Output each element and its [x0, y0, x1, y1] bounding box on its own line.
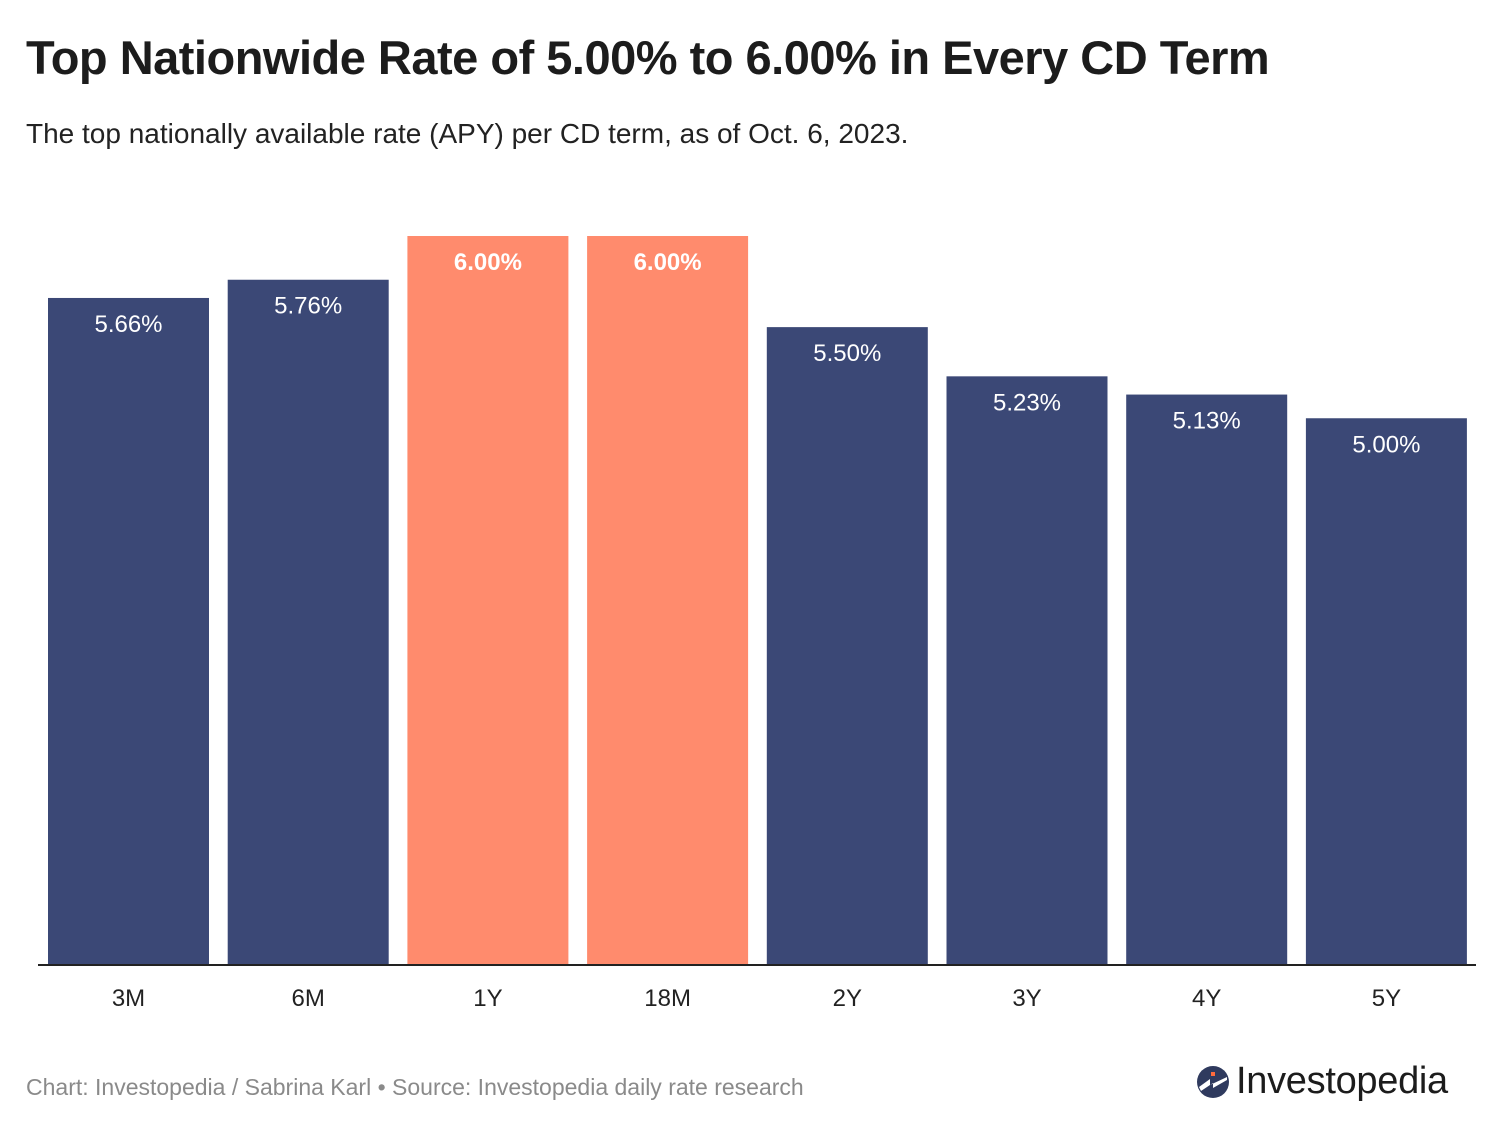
x-tick-label: 3Y — [1012, 985, 1041, 1012]
bar-6M — [227, 279, 389, 965]
logo-text: Investopedia — [1236, 1060, 1448, 1102]
investopedia-logo-icon — [1197, 1065, 1229, 1098]
chart-credit: Chart: Investopedia / Sabrina Karl • Sou… — [26, 1074, 804, 1100]
x-tick-label: 3M — [112, 985, 145, 1012]
bar-value-label: 6.00% — [454, 249, 522, 276]
bar-3Y — [946, 376, 1108, 965]
investopedia-logo: Investopedia — [1196, 1060, 1448, 1103]
bar-18M — [587, 236, 749, 965]
bar-3M — [48, 297, 209, 966]
bar-1Y — [407, 236, 569, 965]
x-tick-label: 5Y — [1372, 985, 1401, 1012]
x-tick-label: 6M — [292, 985, 325, 1012]
bar-4Y — [1126, 394, 1288, 965]
bar-value-label: 5.66% — [94, 311, 162, 338]
bar-value-label: 5.00% — [1352, 431, 1420, 458]
x-tick-label: 2Y — [833, 985, 862, 1012]
bar-2Y — [766, 327, 928, 965]
bar-value-label: 5.50% — [813, 340, 881, 367]
x-tick-label: 1Y — [473, 985, 502, 1012]
bar-value-label: 6.00% — [634, 249, 702, 276]
x-tick-label: 18M — [644, 985, 691, 1012]
chart-subtitle: The top nationally available rate (APY) … — [26, 118, 909, 149]
bar-5Y — [1305, 418, 1467, 965]
bar-value-label: 5.23% — [993, 389, 1061, 416]
chart-title: Top Nationwide Rate of 5.00% to 6.00% in… — [26, 31, 1270, 84]
bars-group: 5.66% 5.76% 6.00% 6.00% 5.50% 5.23% 5.13% 5.00% — [48, 236, 1467, 966]
x-tick-label: 4Y — [1192, 985, 1221, 1012]
x-tick-labels: 3M 6M 1Y 18M 2Y 3Y 4Y 5Y — [112, 985, 1401, 1012]
bar-value-label: 5.13% — [1173, 408, 1241, 435]
bar-value-label: 5.76% — [274, 293, 342, 320]
